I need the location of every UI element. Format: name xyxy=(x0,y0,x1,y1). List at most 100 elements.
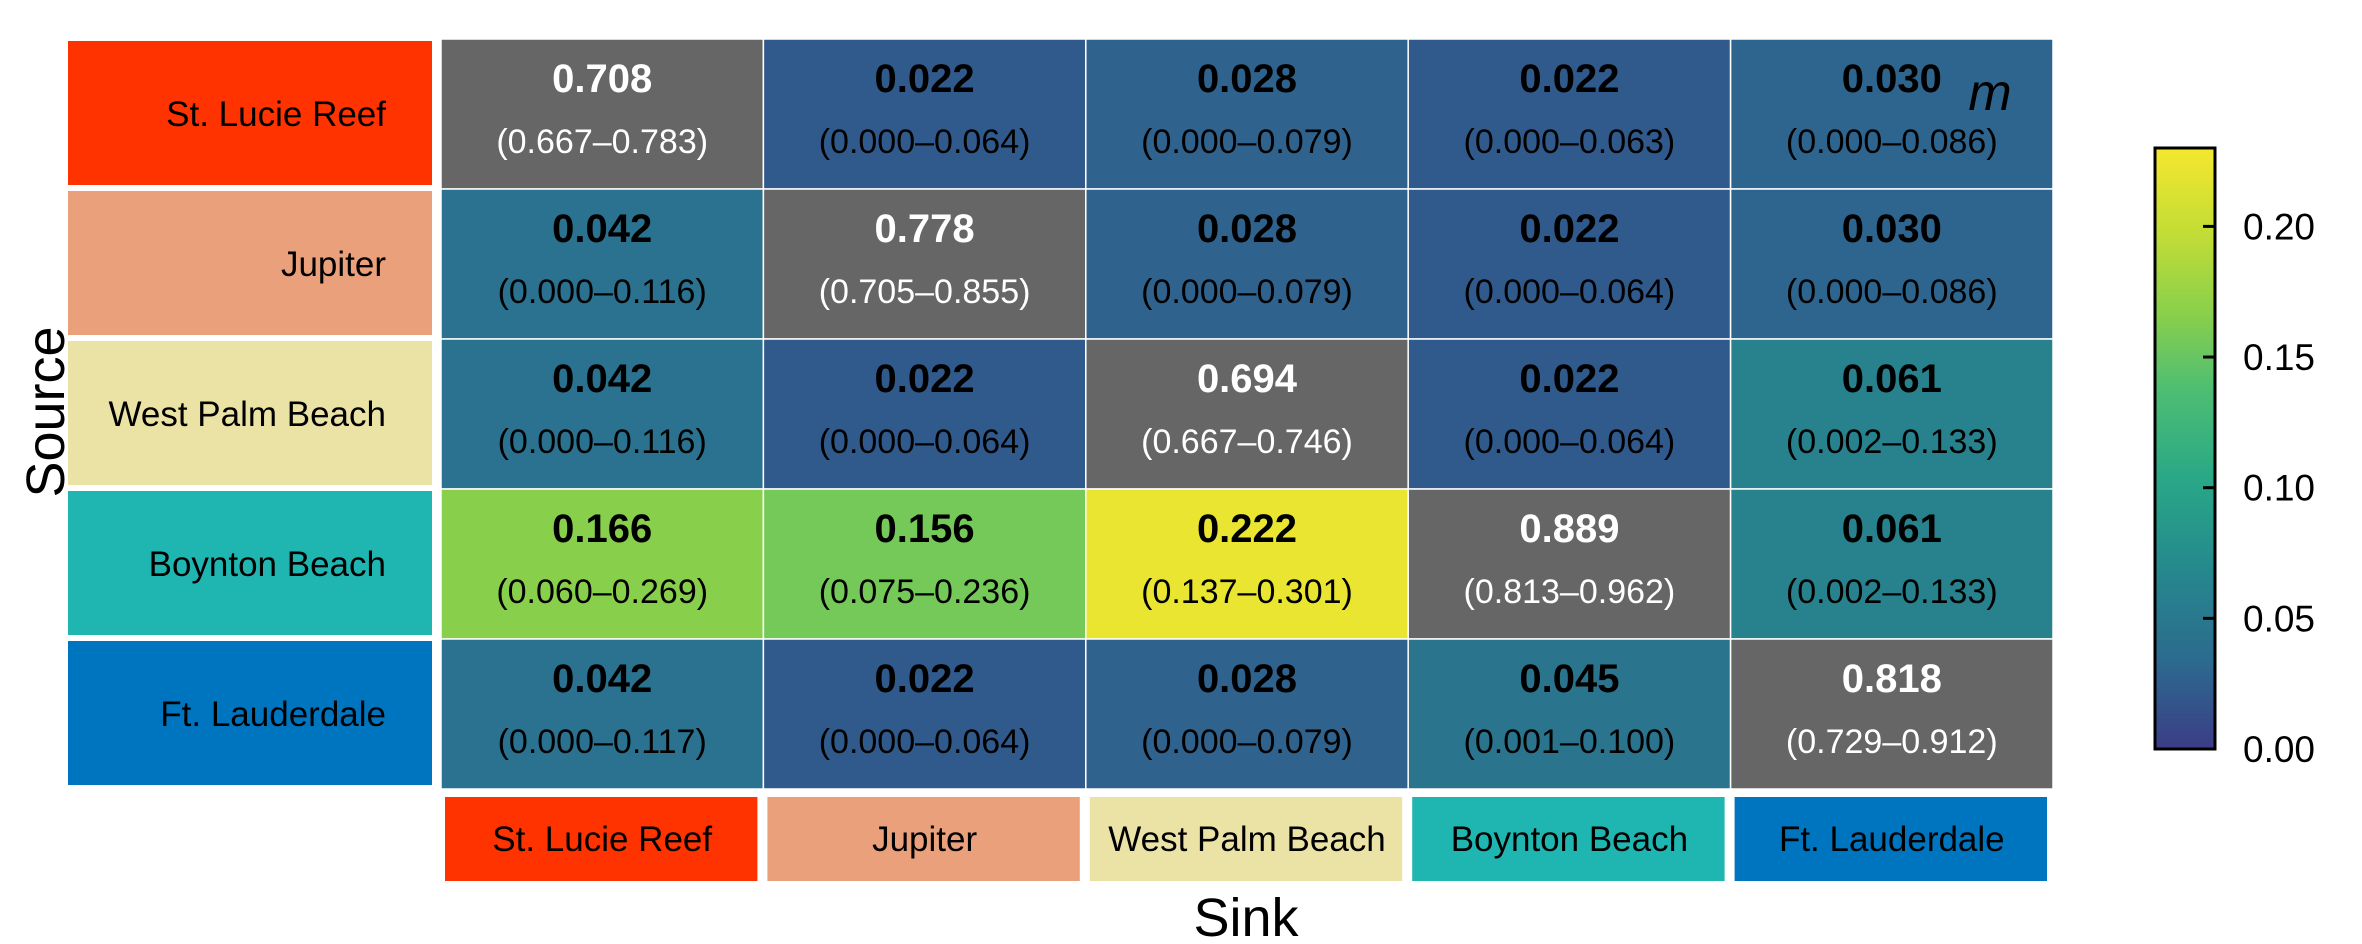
cell-interval-label: (0.137–0.301) xyxy=(1141,573,1353,611)
sink-label: Boynton Beach xyxy=(1451,820,1688,859)
heatmap-cell xyxy=(762,338,1087,490)
cell-interval-label: (0.000–0.116) xyxy=(498,423,707,461)
colorbar-tick-label: 0.00 xyxy=(2243,729,2315,770)
heatmap-cell xyxy=(1407,488,1732,640)
colorbar-tick-label: 0.10 xyxy=(2243,468,2315,509)
cell-interval-label: (0.000–0.079) xyxy=(1141,723,1353,761)
cell-interval-label: (0.000–0.117) xyxy=(498,723,707,761)
source-label-box xyxy=(68,491,432,635)
sink-label: Jupiter xyxy=(872,820,977,859)
cell-interval-label: (0.667–0.783) xyxy=(496,123,708,161)
cell-value-label: 0.694 xyxy=(1197,357,1298,401)
cell-interval-label: (0.000–0.064) xyxy=(1464,423,1676,461)
colorbar-title: m xyxy=(1968,64,2011,122)
colorbar-tick-label: 0.15 xyxy=(2243,337,2315,378)
cell-value-label: 0.022 xyxy=(875,57,975,101)
cell-value-label: 0.045 xyxy=(1519,657,1619,701)
column-labels: St. Lucie Reef Jupiter West Palm Beach Boyn… xyxy=(445,797,2047,881)
cell-interval-label: (0.000–0.079) xyxy=(1141,123,1353,161)
heatmap-cells: 0.708 (0.667–0.783) 0.022 (0.000–0.064) 0.02… xyxy=(440,38,2054,790)
sink-label: St. Lucie Reef xyxy=(492,820,712,859)
colorbar-tick-label: 0.20 xyxy=(2243,206,2315,247)
cell-value-label: 0.156 xyxy=(875,507,975,551)
heatmap-cell xyxy=(440,638,765,790)
source-label-box xyxy=(68,341,432,485)
heatmap-cell xyxy=(1085,38,1409,190)
heatmap-cell xyxy=(1085,338,1409,490)
cell-value-label: 0.778 xyxy=(875,207,975,251)
cell-interval-label: (0.667–0.746) xyxy=(1141,423,1353,461)
heatmap-cell xyxy=(1407,338,1732,490)
cell-interval-label: (0.001–0.100) xyxy=(1464,723,1676,761)
cell-interval-label: (0.002–0.133) xyxy=(1786,573,1998,611)
sink-label: Ft. Lauderdale xyxy=(1779,820,2005,859)
cell-interval-label: (0.000–0.064) xyxy=(819,723,1031,761)
cell-value-label: 0.708 xyxy=(552,57,652,101)
colorbar-scale xyxy=(2153,146,2217,751)
heatmap-cell xyxy=(1407,188,1732,340)
colorbar-ticks: 0.00 0.05 0.10 0.15 0.20 xyxy=(2203,206,2315,770)
heatmap-cell xyxy=(1085,188,1409,340)
cell-value-label: 0.061 xyxy=(1842,507,1942,551)
heatmap-cell xyxy=(1407,38,1732,190)
heatmap-cell xyxy=(1085,488,1409,640)
cell-value-label: 0.028 xyxy=(1197,207,1297,251)
cell-interval-label: (0.000–0.063) xyxy=(1464,123,1676,161)
sink-label-box xyxy=(767,797,1080,881)
heatmap-cell xyxy=(1729,38,2054,190)
sink-label-box xyxy=(445,797,758,881)
cell-interval-label: (0.000–0.064) xyxy=(1464,273,1676,311)
cell-value-label: 0.061 xyxy=(1842,357,1942,401)
heatmap-cell xyxy=(762,488,1087,640)
cell-value-label: 0.818 xyxy=(1842,657,1942,701)
cell-interval-label: (0.000–0.086) xyxy=(1786,123,1998,161)
cell-value-label: 0.022 xyxy=(875,657,975,701)
heatmap-cell xyxy=(1729,638,2054,790)
cell-value-label: 0.022 xyxy=(875,357,975,401)
source-label-box xyxy=(68,191,432,335)
source-label: Jupiter xyxy=(281,245,386,284)
cell-interval-label: (0.813–0.962) xyxy=(1464,573,1676,611)
sink-label-box xyxy=(1412,797,1725,881)
heatmap-cell xyxy=(1407,638,1732,790)
x-axis-title: Sink xyxy=(1193,888,1299,944)
cell-interval-label: (0.002–0.133) xyxy=(1786,423,1998,461)
cell-value-label: 0.028 xyxy=(1197,657,1297,701)
heatmap-cell xyxy=(440,338,765,490)
cell-value-label: 0.222 xyxy=(1197,507,1297,551)
heatmap-cell xyxy=(1729,188,2054,340)
heatmap-cell xyxy=(1729,488,2054,640)
cell-interval-label: (0.060–0.269) xyxy=(496,573,708,611)
sink-label-box xyxy=(1089,797,1403,881)
cell-value-label: 0.030 xyxy=(1842,207,1942,251)
cell-value-label: 0.022 xyxy=(1519,57,1619,101)
cell-value-label: 0.889 xyxy=(1519,507,1619,551)
colorbar-tick-label: 0.05 xyxy=(2243,598,2315,639)
cell-value-label: 0.028 xyxy=(1197,57,1297,101)
source-label: Boynton Beach xyxy=(149,545,386,584)
cell-value-label: 0.042 xyxy=(552,207,652,251)
sink-label: West Palm Beach xyxy=(1108,820,1386,859)
cell-interval-label: (0.000–0.079) xyxy=(1141,273,1353,311)
heatmap-cell xyxy=(440,188,765,340)
cell-interval-label: (0.729–0.912) xyxy=(1786,723,1998,761)
cell-value-label: 0.022 xyxy=(1519,357,1619,401)
source-label: St. Lucie Reef xyxy=(166,95,386,134)
source-label: West Palm Beach xyxy=(108,395,386,434)
cell-value-label: 0.030 xyxy=(1842,57,1942,101)
cell-interval-label: (0.000–0.064) xyxy=(819,123,1031,161)
sink-label-box xyxy=(1734,797,2047,881)
cell-interval-label: (0.000–0.116) xyxy=(498,273,707,311)
cell-interval-label: (0.075–0.236) xyxy=(819,573,1031,611)
heatmap-cell xyxy=(1085,638,1409,790)
cell-value-label: 0.166 xyxy=(552,507,652,551)
y-axis-title: Source xyxy=(16,326,76,497)
cell-value-label: 0.022 xyxy=(1519,207,1619,251)
heatmap-cell xyxy=(440,38,765,190)
heatmap-cell xyxy=(1729,338,2054,490)
cell-interval-label: (0.705–0.855) xyxy=(819,273,1031,311)
cell-value-label: 0.042 xyxy=(552,657,652,701)
source-label: Ft. Lauderdale xyxy=(160,695,386,734)
source-label-box xyxy=(68,641,432,785)
